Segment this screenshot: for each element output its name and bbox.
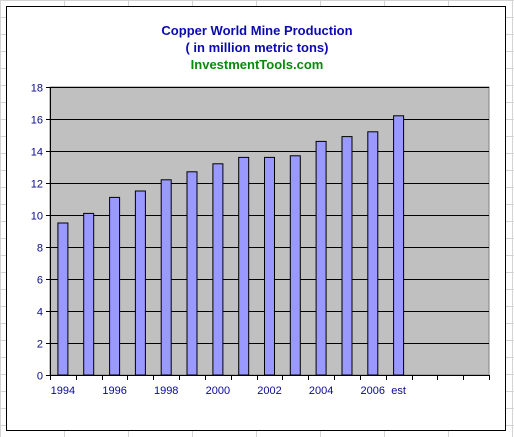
chart-title: Copper World Mine Production bbox=[161, 23, 353, 38]
chart-subtitle: ( in million metric tons) bbox=[185, 40, 329, 55]
y-tick-label: 12 bbox=[31, 179, 43, 191]
y-tick-label: 16 bbox=[31, 115, 43, 127]
x-tick-label: 1994 bbox=[51, 385, 75, 397]
x-tick-label: 1998 bbox=[154, 385, 178, 397]
bar bbox=[367, 131, 379, 376]
x-tick-label: 1996 bbox=[102, 385, 126, 397]
x-tick-label: est bbox=[391, 385, 406, 397]
y-tick-label: 10 bbox=[31, 211, 43, 223]
y-tick-label: 0 bbox=[37, 371, 43, 383]
y-tick-label: 6 bbox=[37, 275, 43, 287]
bar bbox=[264, 156, 275, 376]
y-tick-label: 2 bbox=[37, 339, 43, 351]
bar bbox=[238, 156, 250, 376]
y-tick-label: 18 bbox=[31, 83, 43, 95]
bar bbox=[160, 179, 172, 376]
bar bbox=[393, 115, 405, 376]
bar bbox=[186, 171, 198, 376]
bar bbox=[289, 155, 301, 376]
x-tick-label: 2004 bbox=[309, 385, 333, 397]
x-tick-label: 2002 bbox=[257, 385, 281, 397]
bar bbox=[57, 222, 69, 376]
chart-source: InvestmentTools.com bbox=[190, 57, 324, 72]
bar bbox=[134, 190, 146, 376]
bar bbox=[83, 212, 95, 376]
bar bbox=[315, 140, 327, 376]
x-tick-label: 2000 bbox=[206, 385, 230, 397]
x-tick-label: 2006 bbox=[361, 385, 385, 397]
y-tick-label: 4 bbox=[37, 307, 43, 319]
y-tick-label: 8 bbox=[37, 243, 43, 255]
bar bbox=[341, 136, 353, 376]
bar bbox=[212, 163, 224, 376]
bar bbox=[109, 196, 121, 376]
y-tick-label: 14 bbox=[31, 147, 43, 159]
